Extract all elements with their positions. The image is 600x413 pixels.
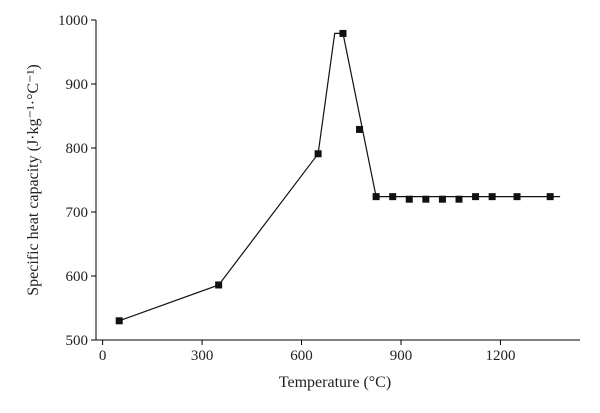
series-layer [118, 32, 561, 322]
y-tick-label: 1000 [58, 13, 88, 29]
y-tick-label: 500 [66, 333, 89, 349]
data-point-marker [115, 317, 123, 325]
data-point-marker [438, 195, 446, 203]
x-tick-label: 600 [290, 348, 313, 364]
plot-area [95, 20, 580, 341]
x-tick-label: 900 [390, 348, 413, 364]
data-point-marker [339, 29, 347, 37]
x-ticks: 0 300 600 900 1200 [99, 340, 515, 364]
data-point-marker [372, 193, 380, 201]
y-tick-label: 600 [66, 269, 89, 285]
data-point-marker [472, 193, 480, 201]
y-tick-label: 800 [66, 141, 89, 157]
x-tick-label: 0 [99, 348, 107, 364]
data-point-marker [389, 193, 397, 201]
data-point-marker [215, 281, 223, 289]
data-point-marker [546, 193, 554, 201]
y-axis-title: Specific heat capacity (J·kg⁻¹·°C⁻¹) [25, 64, 42, 295]
x-tick-label: 300 [191, 348, 214, 364]
y-tick-label: 900 [66, 77, 89, 93]
data-point-marker [488, 193, 496, 201]
data-point-marker [422, 195, 430, 203]
data-point-marker [513, 193, 521, 201]
data-point-marker [314, 150, 322, 158]
y-ticks: 500 600 700 800 900 1000 [58, 13, 96, 349]
x-axis-title: Temperature (°C) [279, 374, 391, 391]
y-tick-label: 700 [66, 205, 89, 221]
marker-layer [115, 29, 554, 325]
x-tick-label: 1200 [485, 348, 515, 364]
data-point-marker [455, 195, 463, 203]
data-point-marker [405, 195, 413, 203]
data-point-marker [356, 125, 364, 133]
series-line [118, 32, 561, 322]
